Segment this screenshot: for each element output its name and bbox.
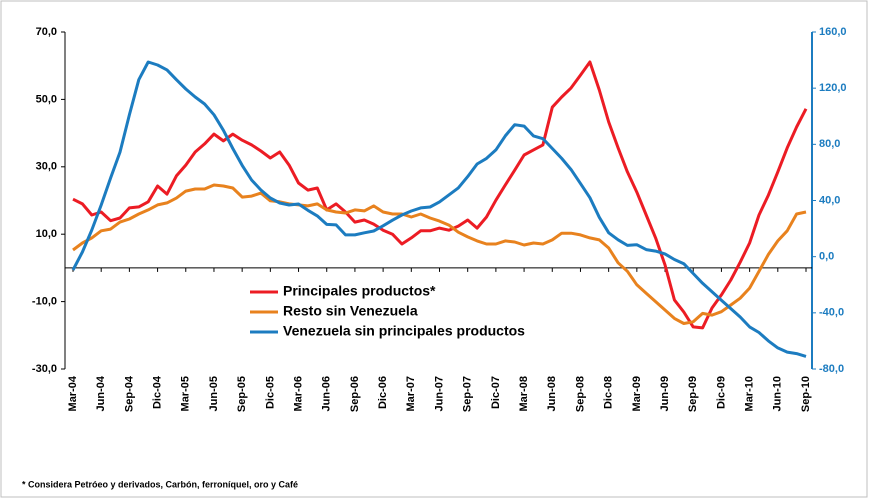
x-tick-label: Mar-07 — [405, 376, 417, 411]
x-tick-label: Mar-08 — [518, 376, 530, 411]
x-tick-label: Sep-07 — [462, 376, 474, 412]
x-tick-label: Mar-05 — [180, 376, 192, 411]
x-tick-label: Jun-04 — [95, 375, 107, 411]
x-tick-label: Jun-07 — [433, 376, 445, 411]
series-line — [72, 60, 808, 330]
x-tick-label: Sep-09 — [687, 376, 699, 412]
x-tick-label: Dic-09 — [715, 376, 727, 409]
y2-tick-label: 120,0 — [819, 82, 847, 94]
y-tick-label: -10,0 — [32, 296, 57, 308]
series-line — [71, 60, 807, 358]
y2-tick-label: -80,0 — [819, 363, 844, 375]
footnote: * Considera Petróeo y derivados, Carbón,… — [22, 479, 298, 489]
x-tick-label: Mar-09 — [631, 376, 643, 411]
x-tick-label: Sep-04 — [123, 375, 135, 412]
legend-label: Resto sin Venezuela — [283, 303, 418, 319]
x-tick-label: Dic-08 — [603, 376, 615, 409]
x-tick-label: Sep-06 — [349, 376, 361, 412]
x-tick-label: Dic-05 — [264, 376, 276, 409]
x-tick-label: Mar-06 — [292, 376, 304, 411]
y-tick-label: 30,0 — [36, 161, 57, 173]
y2-tick-label: -40,0 — [819, 307, 844, 319]
y-tick-label: 50,0 — [36, 93, 57, 105]
x-tick-label: Dic-06 — [377, 376, 389, 409]
y2-tick-label: 40,0 — [819, 194, 840, 206]
y2-tick-label: 160,0 — [819, 26, 847, 38]
x-tick-label: Jun-10 — [772, 376, 784, 411]
x-tick-label: Jun-08 — [546, 376, 558, 411]
x-tick-label: Sep-05 — [236, 376, 248, 412]
x-tick-label: Dic-04 — [151, 375, 163, 409]
x-tick-label: Jun-09 — [659, 376, 671, 411]
y2-tick-label: 0,0 — [819, 251, 834, 263]
y-tick-label: -30,0 — [32, 363, 57, 375]
x-tick-label: Sep-08 — [574, 376, 586, 412]
legend-label: Venezuela sin principales productos — [283, 323, 525, 339]
y2-tick-label: 80,0 — [819, 138, 840, 150]
x-tick-label: Jun-05 — [208, 376, 220, 411]
x-tick-label: Dic-07 — [490, 376, 502, 409]
series-line — [72, 183, 807, 325]
y-tick-label: 70,0 — [36, 26, 57, 38]
x-tick-label: Sep-10 — [800, 376, 812, 412]
x-tick-label: Mar-10 — [744, 376, 756, 411]
legend-label: Principales productos* — [283, 283, 436, 299]
x-tick-label: Mar-04 — [67, 375, 79, 411]
x-tick-label: Jun-06 — [321, 376, 333, 411]
y-tick-label: 10,0 — [36, 228, 57, 240]
